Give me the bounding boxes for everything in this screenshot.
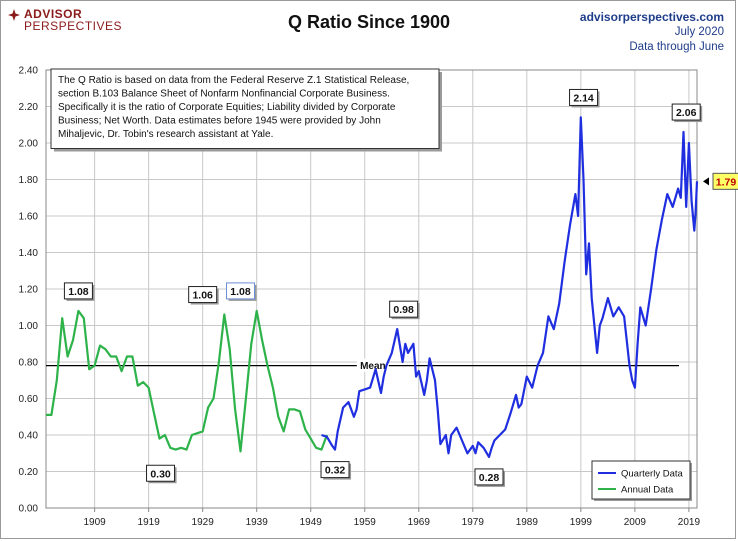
callout-box xyxy=(474,468,504,486)
series-layer xyxy=(46,116,699,458)
x-tick-label: 1989 xyxy=(516,517,539,528)
y-tick-label: 1.80 xyxy=(19,175,39,186)
latest-value-box xyxy=(712,172,738,190)
y-tick-label: 0.00 xyxy=(19,504,39,515)
y-tick-label: 0.20 xyxy=(19,467,39,478)
publish-date: July 2020 xyxy=(674,26,724,38)
advisor-perspectives-logo: ADVISOR PERSPECTIVES xyxy=(8,8,122,32)
callout-box xyxy=(671,103,701,121)
axis-layer: 0.00 0.20 0.40 0.60 0.80 1.00 1.20 1.40 1.60 1.80… xyxy=(19,66,701,529)
x-tick-label: 1929 xyxy=(192,517,215,528)
y-tick-label: 0.60 xyxy=(19,394,39,405)
quarterly-data-line xyxy=(321,116,699,458)
mean-label: Mean xyxy=(360,361,386,372)
note-box xyxy=(50,68,440,149)
legend-label: Annual Data xyxy=(621,485,674,496)
compass-logo-icon xyxy=(8,9,20,21)
y-tick-label: 2.40 xyxy=(19,66,39,77)
logo-line1: ADVISOR xyxy=(24,7,83,21)
y-tick-label: 2.00 xyxy=(19,139,39,150)
chart-title: Q Ratio Since 1900 xyxy=(287,12,451,32)
callout-label: 1.06 xyxy=(192,290,213,302)
x-tick-label: 1939 xyxy=(246,517,269,528)
y-tick-label: 1.40 xyxy=(19,248,39,259)
note-line: The Q Ratio is based on data from the Fe… xyxy=(58,75,409,86)
note-line: Specifically it is the ratio of Corporat… xyxy=(58,102,396,113)
callout-box xyxy=(225,282,255,300)
y-tick-label: 1.60 xyxy=(19,212,39,223)
note-layer: The Q Ratio is based on data from the Fe… xyxy=(50,68,442,152)
x-tick-label: 1919 xyxy=(138,517,161,528)
callout-label: 0.28 xyxy=(479,472,500,484)
x-tick-label: 2009 xyxy=(624,517,647,528)
latest-arrow-icon xyxy=(703,177,709,186)
note-line: Business; Net Worth. Data estimates befo… xyxy=(58,116,381,127)
source-info: advisorperspectives.com July 2020 Data t… xyxy=(580,10,724,55)
callout-label: 2.06 xyxy=(676,107,697,119)
callout-box xyxy=(63,282,93,300)
callout-label: 1.08 xyxy=(68,286,89,298)
y-tick-label: 0.40 xyxy=(19,431,39,442)
callout-box xyxy=(146,464,176,482)
legend-label: Quarterly Data xyxy=(621,469,683,480)
x-tick-label: 1979 xyxy=(462,517,485,528)
callout-box xyxy=(569,88,599,106)
y-tick-label: 1.20 xyxy=(19,285,39,296)
callout-label: 0.32 xyxy=(325,465,346,477)
site-url: advisorperspectives.com xyxy=(579,10,724,24)
note-line: Mihaljevic, Dr. Tobin's research assista… xyxy=(58,129,273,140)
callout-layer: 1.08 0.30 1.06 1.08 0.32 0.98 0.28 2.14 2.06 1.79 xyxy=(63,88,738,487)
x-tick-label: 1969 xyxy=(408,517,431,528)
callout-label: 2.14 xyxy=(573,92,594,104)
mean-label-bg xyxy=(356,358,389,372)
annual-data-line xyxy=(46,309,328,453)
latest-value-label: 1.79 xyxy=(716,176,737,188)
y-tick-label: 1.00 xyxy=(19,321,39,332)
legend-layer: Quarterly Data Annual Data xyxy=(591,460,692,501)
x-tick-label: 2019 xyxy=(678,517,701,528)
callout-label: 1.08 xyxy=(230,286,251,298)
callout-box xyxy=(188,286,218,304)
note-line: section B.103 Balance Sheet of Nonfarm N… xyxy=(58,89,390,100)
callout-label: 0.30 xyxy=(150,468,171,480)
logo-line2: PERSPECTIVES xyxy=(24,19,123,33)
y-tick-label: 2.20 xyxy=(19,102,39,113)
x-tick-label: 1959 xyxy=(354,517,377,528)
x-tick-label: 1909 xyxy=(83,517,106,528)
y-tick-label: 0.80 xyxy=(19,358,39,369)
x-tick-label: 1949 xyxy=(300,517,323,528)
callout-box xyxy=(389,300,419,318)
legend-box xyxy=(591,460,691,500)
data-through: Data through June xyxy=(629,41,724,53)
mean-layer: Mean xyxy=(46,358,679,372)
callout-box xyxy=(320,461,350,479)
x-tick-label: 1999 xyxy=(570,517,593,528)
callout-label: 0.98 xyxy=(393,304,414,316)
